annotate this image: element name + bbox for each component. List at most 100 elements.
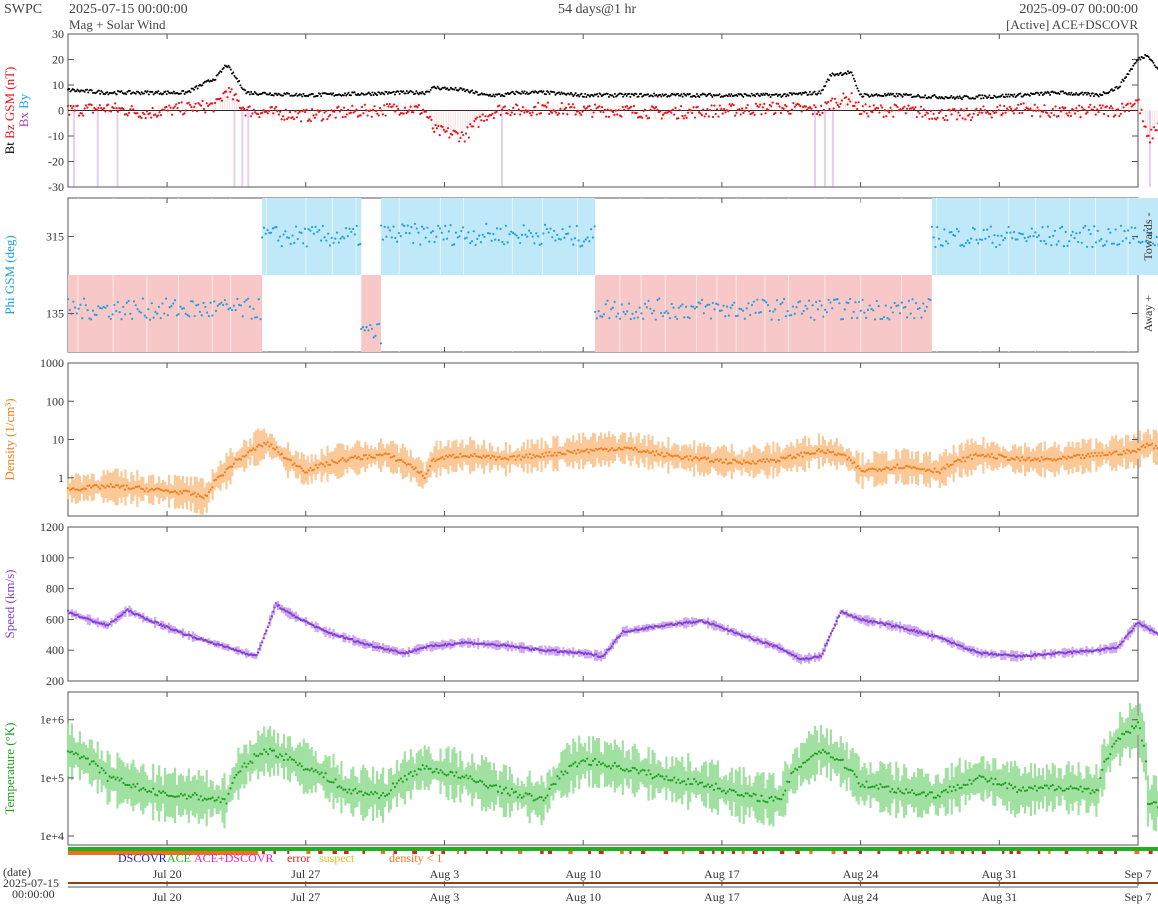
density-point: [648, 451, 651, 454]
phi-point: [622, 310, 625, 313]
density-point: [439, 457, 442, 460]
bt-point: [915, 95, 918, 98]
phi-point: [189, 300, 193, 303]
bt-point: [107, 93, 110, 96]
bz-point: [919, 105, 923, 108]
phi-point: [738, 307, 741, 310]
bt-point: [1010, 94, 1013, 97]
density-point: [887, 467, 890, 470]
density-point: [166, 489, 169, 492]
phi-point: [1002, 239, 1005, 242]
bz-point: [524, 109, 527, 112]
density-point: [503, 456, 507, 460]
bt-point: [307, 95, 310, 98]
phi-point: [715, 302, 718, 305]
bt-point: [1045, 92, 1048, 95]
bz-point: [965, 107, 968, 110]
density-point: [1097, 451, 1100, 454]
phi-point: [1030, 227, 1033, 230]
phi-point: [535, 232, 538, 235]
bt-point: [120, 90, 123, 93]
density-point: [100, 484, 103, 487]
phi-point: [1093, 225, 1096, 228]
bz-point: [562, 112, 565, 115]
bt-point: [398, 92, 401, 95]
bz-point: [1150, 128, 1153, 131]
phi-point: [250, 317, 253, 320]
phi-point: [488, 232, 491, 235]
bz-point: [1023, 108, 1027, 112]
density-point: [116, 484, 120, 487]
phi-point: [993, 234, 996, 237]
phi-point: [1071, 230, 1074, 233]
bz-point: [867, 115, 870, 118]
density-point: [616, 448, 619, 451]
phi-point: [138, 310, 141, 313]
phi-point: [282, 233, 285, 236]
bt-point: [140, 91, 143, 94]
phi-point: [959, 244, 962, 247]
phi-point: [886, 317, 889, 320]
bt-point: [688, 92, 691, 95]
density-point: [70, 488, 73, 491]
phi-point: [626, 310, 629, 313]
bt-point: [665, 93, 668, 96]
phi-point: [679, 305, 682, 308]
bz-point: [284, 108, 287, 111]
bt-point: [981, 94, 984, 97]
density-point: [612, 449, 615, 452]
phi-point: [825, 311, 829, 314]
density-point: [443, 458, 446, 461]
density-point: [86, 484, 89, 487]
bt-point: [953, 97, 956, 100]
phi-point: [1100, 238, 1103, 241]
density-point: [926, 468, 929, 471]
bt-point: [393, 93, 396, 96]
bt-point: [542, 90, 545, 93]
bt-point: [1151, 60, 1154, 63]
phi-point: [866, 308, 870, 312]
bt-point: [978, 94, 981, 97]
bt-point: [533, 91, 536, 94]
bz-point: [974, 109, 977, 112]
density-point: [758, 459, 762, 462]
phi-point: [1112, 242, 1115, 245]
density-point: [899, 466, 902, 470]
bt-point: [402, 90, 405, 93]
density-point: [955, 459, 958, 463]
density-point: [833, 453, 836, 456]
density-point: [280, 452, 284, 456]
phi-point: [463, 237, 466, 240]
density-point: [302, 469, 305, 472]
phi-point: [937, 237, 941, 240]
phi-point: [419, 243, 422, 246]
bz-point: [1015, 107, 1018, 110]
bt-point: [882, 94, 885, 97]
density-point: [330, 459, 334, 462]
mag-y-axis-label: Bt Bz GSM (nT): [2, 67, 17, 155]
speed-point: [415, 649, 418, 652]
phi-point: [1109, 231, 1112, 234]
density-point: [849, 459, 852, 462]
bz-point: [219, 97, 222, 100]
density-point: [539, 456, 542, 459]
bt-point: [196, 87, 199, 90]
density-point: [790, 457, 794, 460]
bz-point: [180, 101, 183, 104]
bz-point: [574, 113, 577, 116]
phi-point: [1039, 239, 1042, 243]
bt-point: [226, 66, 229, 69]
bz-point: [900, 109, 903, 112]
bt-point: [894, 95, 897, 98]
phi-point: [561, 227, 564, 231]
bz-point: [879, 104, 882, 107]
bz-point: [581, 110, 584, 113]
phi-point: [517, 236, 520, 239]
bz-point: [385, 102, 389, 106]
phi-point: [613, 300, 616, 303]
phi-point: [713, 308, 716, 311]
bz-point: [785, 105, 788, 108]
phi-point: [645, 306, 648, 309]
phi-point: [793, 312, 796, 315]
bz-point: [571, 103, 574, 106]
